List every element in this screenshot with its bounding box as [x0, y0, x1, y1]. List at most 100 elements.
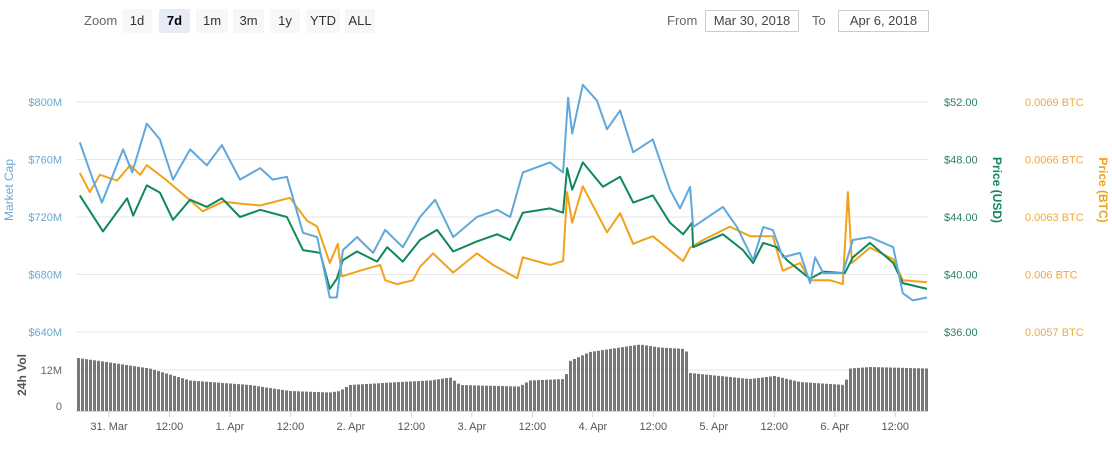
volume-bar — [189, 380, 192, 411]
volume-bar — [205, 381, 208, 411]
volume-bar — [629, 345, 632, 411]
market-cap-tick-label: $640M — [28, 327, 62, 339]
volume-bar — [309, 391, 312, 411]
market-cap-axis-title: Market Cap — [2, 159, 16, 221]
volume-bar — [561, 379, 564, 411]
volume-bar — [117, 363, 120, 411]
volume-bar — [277, 389, 280, 411]
volume-bar — [857, 367, 860, 411]
x-tick-label: 31. Mar — [90, 421, 128, 433]
volume-bar — [537, 380, 540, 411]
volume-bar — [657, 347, 660, 411]
x-tick-label: 4. Apr — [578, 421, 607, 433]
volume-bar — [169, 374, 172, 411]
volume-bar — [153, 369, 156, 411]
volume-bar — [197, 381, 200, 411]
volume-bar — [377, 383, 380, 411]
volume-bar — [345, 387, 348, 411]
volume-bar — [901, 367, 904, 411]
volume-bar — [101, 361, 104, 411]
volume-bar — [773, 376, 776, 411]
volume-bar — [545, 379, 548, 411]
volume-bar — [705, 374, 708, 411]
volume-bar — [437, 379, 440, 411]
volume-bar — [529, 380, 532, 411]
volume-bar — [801, 382, 804, 411]
volume-bar — [273, 388, 276, 411]
volume-bar — [373, 383, 376, 411]
price-btc-tick-label: 0.0066 BTC — [1025, 155, 1084, 167]
volume-bar — [745, 378, 748, 411]
volume-bar — [613, 348, 616, 411]
x-tick-label: 12:00 — [640, 421, 668, 433]
volume-bar — [213, 382, 216, 411]
price-btc-tick-label: 0.0063 BTC — [1025, 212, 1084, 224]
to-date-input[interactable]: Apr 6, 2018 — [838, 10, 929, 32]
volume-bar — [709, 375, 712, 411]
market-cap-tick-label: $720M — [28, 212, 62, 224]
volume-bar — [261, 386, 264, 411]
volume-bar — [233, 383, 236, 411]
volume-bar — [81, 358, 84, 411]
x-tick-label: 12:00 — [761, 421, 789, 433]
volume-bar — [645, 345, 648, 411]
zoom-1d-button[interactable]: 1d — [122, 9, 152, 33]
zoom-7d-button[interactable]: 7d — [159, 9, 190, 33]
volume-bar — [365, 384, 368, 411]
market-cap-tick-label: $680M — [28, 270, 62, 282]
volume-bar — [505, 386, 508, 411]
volume-bar — [329, 392, 332, 411]
volume-bar — [409, 381, 412, 411]
volume-bar — [225, 383, 228, 411]
volume-bar — [157, 371, 160, 411]
volume-bar — [285, 390, 288, 411]
zoom-all-button[interactable]: ALL — [345, 9, 375, 33]
volume-bar — [381, 383, 384, 411]
volume-bar — [697, 373, 700, 411]
volume-bar — [593, 351, 596, 411]
volume-bar — [617, 347, 620, 411]
volume-bar — [129, 365, 132, 411]
from-date-input[interactable]: Mar 30, 2018 — [705, 10, 799, 32]
volume-bar — [733, 377, 736, 411]
volume-bar — [193, 380, 196, 411]
volume-bar — [509, 386, 512, 411]
volume-bar — [861, 367, 864, 411]
volume-bar — [165, 373, 168, 411]
volume-bar — [301, 391, 304, 411]
volume-bar — [757, 377, 760, 411]
volume-bar — [369, 383, 372, 411]
zoom-ytd-button[interactable]: YTD — [306, 9, 340, 33]
zoom-3m-button[interactable]: 3m — [233, 9, 264, 33]
volume-bar — [453, 380, 456, 411]
volume-bar — [833, 384, 836, 411]
volume-bar — [917, 368, 920, 411]
volume-bar — [741, 378, 744, 411]
volume-bar — [925, 368, 928, 411]
volume-bar — [673, 348, 676, 411]
zoom-1m-button[interactable]: 1m — [196, 9, 228, 33]
volume-bar — [841, 384, 844, 411]
volume-bar — [313, 391, 316, 411]
volume-bar — [413, 381, 416, 411]
zoom-1y-button[interactable]: 1y — [270, 9, 300, 33]
volume-bar — [845, 379, 848, 411]
volume-bar — [729, 377, 732, 411]
volume-bar — [133, 366, 136, 411]
volume-bar — [885, 367, 888, 411]
volume-bar — [333, 391, 336, 411]
volume-bar — [781, 377, 784, 411]
volume-bar — [837, 384, 840, 411]
market-cap-line — [78, 83, 928, 302]
volume-bar — [137, 366, 140, 411]
x-tick-label: 12:00 — [156, 421, 184, 433]
volume-bar — [357, 384, 360, 411]
volume-bar — [669, 348, 672, 411]
volume-bar — [325, 392, 328, 411]
volume-bar — [909, 368, 912, 411]
x-tick-label: 12:00 — [277, 421, 305, 433]
volume-bar — [881, 367, 884, 411]
volume-bar — [493, 385, 496, 411]
x-tick-label: 6. Apr — [820, 421, 849, 433]
